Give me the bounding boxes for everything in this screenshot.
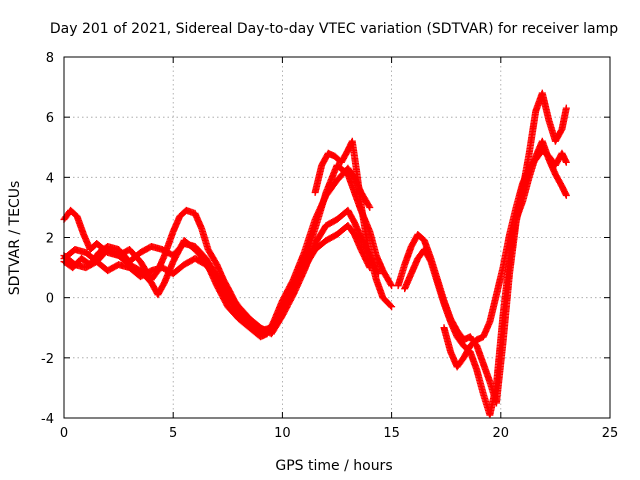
y-tick-label: -2	[41, 352, 54, 367]
x-tick-label: 10	[274, 426, 291, 441]
chart-title: Day 201 of 2021, Sidereal Day-to-day VTE…	[50, 21, 618, 37]
y-tick-label: 0	[46, 292, 54, 307]
data-series	[60, 164, 374, 341]
axis-ticks: 0 5 10 15 20 25 -4 -2 0 2 4 6 8	[41, 51, 618, 441]
x-tick-label: 20	[493, 426, 510, 441]
x-tick-label: 5	[169, 426, 177, 441]
data-point	[562, 158, 570, 166]
x-tick-label: 0	[60, 426, 68, 441]
data-point	[365, 202, 373, 210]
y-axis-label: SDTVAR / TECUs	[7, 181, 23, 296]
y-tick-label: -4	[41, 412, 54, 427]
y-tick-label: 8	[46, 51, 54, 66]
data-series	[394, 89, 570, 407]
data-points	[60, 89, 570, 419]
y-tick-label: 4	[46, 171, 54, 186]
data-point	[562, 104, 570, 112]
y-tick-label: 2	[46, 232, 54, 247]
data-point	[387, 302, 395, 310]
data-point	[388, 282, 396, 290]
x-tick-label: 25	[602, 426, 619, 441]
grid	[64, 57, 610, 418]
data-point	[388, 303, 396, 311]
x-tick-label: 15	[383, 426, 400, 441]
data-point	[366, 203, 374, 211]
data-series	[60, 221, 374, 338]
x-axis-label: GPS time / hours	[275, 458, 392, 474]
data-point	[387, 280, 395, 288]
data-series	[440, 146, 570, 371]
y-tick-label: 6	[46, 111, 54, 126]
data-series	[311, 137, 396, 311]
data-point	[562, 191, 570, 199]
